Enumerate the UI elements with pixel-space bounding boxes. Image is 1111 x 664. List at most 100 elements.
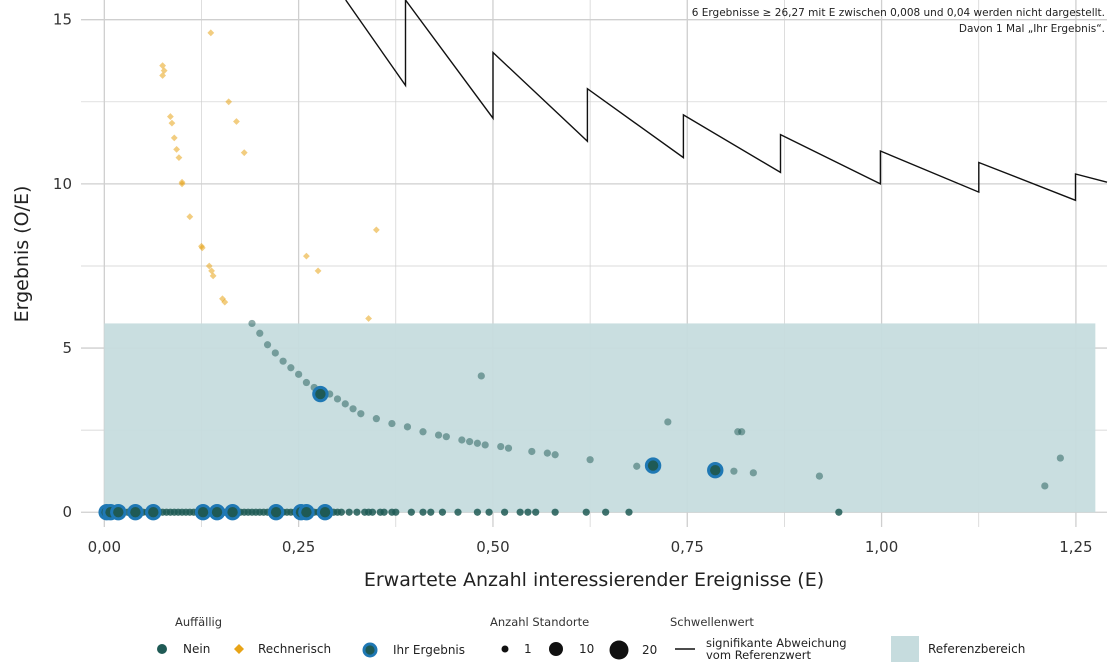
- point-nein: [443, 433, 450, 440]
- dot-icon: [155, 642, 169, 656]
- point-nein: [373, 415, 380, 422]
- point-nein: [478, 372, 485, 379]
- point-nein: [381, 509, 388, 516]
- point-ihr-ergebnis-core: [301, 507, 311, 517]
- x-tick-label: 0,75: [671, 538, 704, 556]
- point-ihr-ergebnis-core: [148, 507, 158, 517]
- point-nein: [295, 371, 302, 378]
- legend-size-10: 10: [547, 640, 594, 658]
- point-nein: [750, 469, 757, 476]
- point-nein: [497, 443, 504, 450]
- point-rechnerisch: [315, 267, 322, 274]
- point-nein: [349, 405, 356, 412]
- point-nein: [474, 509, 481, 516]
- legend-schwellen-line2: vom Referenzwert: [706, 649, 847, 661]
- point-nein: [552, 451, 559, 458]
- point-nein: [338, 509, 345, 516]
- point-nein: [835, 509, 842, 516]
- point-nein: [458, 436, 465, 443]
- point-ihr-ergebnis-core: [227, 507, 237, 517]
- point-nein: [625, 509, 632, 516]
- point-nein: [272, 349, 279, 356]
- x-tick-label: 0,50: [476, 538, 509, 556]
- y-tick-label: 15: [53, 11, 72, 29]
- point-nein: [664, 418, 671, 425]
- point-nein: [279, 358, 286, 365]
- legend-size-10-label: 10: [579, 642, 594, 656]
- line-icon: [674, 642, 696, 656]
- point-nein: [501, 509, 508, 516]
- point-nein: [256, 330, 263, 337]
- point-nein: [583, 509, 590, 516]
- point-nein: [544, 450, 551, 457]
- point-nein: [419, 509, 426, 516]
- x-tick-label: 0,25: [282, 538, 315, 556]
- point-nein: [439, 509, 446, 516]
- y-axis-label: Ergebnis (O/E): [11, 186, 33, 323]
- point-nein: [524, 509, 531, 516]
- diamond-icon: [232, 642, 246, 656]
- point-rechnerisch: [207, 29, 214, 36]
- point-rechnerisch: [365, 315, 372, 322]
- point-rechnerisch: [167, 113, 174, 120]
- point-ihr-ergebnis-core: [648, 460, 658, 470]
- point-ihr-ergebnis-core: [320, 507, 330, 517]
- point-nein: [342, 400, 349, 407]
- x-axis-label: Erwartete Anzahl interessierender Ereign…: [364, 569, 824, 591]
- point-nein: [435, 431, 442, 438]
- legend-item-referenz: Referenzbereich: [891, 636, 1025, 662]
- legend-size-20: 20: [608, 639, 657, 661]
- y-tick-label: 5: [62, 339, 72, 357]
- point-nein: [1057, 454, 1064, 461]
- point-ihr-ergebnis-core: [212, 507, 222, 517]
- point-nein: [357, 410, 364, 417]
- legend-label-referenz: Referenzbereich: [928, 642, 1025, 656]
- point-rechnerisch: [373, 226, 380, 233]
- size-20-icon: [608, 639, 630, 661]
- note-line-1: 6 Ergebnisse ≥ 26,27 mit E zwischen 0,00…: [692, 7, 1105, 19]
- reference-swatch-icon: [891, 636, 919, 662]
- point-nein: [552, 509, 559, 516]
- point-nein: [419, 428, 426, 435]
- point-ihr-ergebnis-core: [198, 507, 208, 517]
- x-tick-label: 0,00: [88, 538, 121, 556]
- point-ihr-ergebnis-core: [710, 465, 720, 475]
- point-nein: [602, 509, 609, 516]
- point-nein: [353, 509, 360, 516]
- point-nein: [427, 509, 434, 516]
- point-nein: [334, 395, 341, 402]
- point-rechnerisch: [233, 118, 240, 125]
- point-nein: [346, 509, 353, 516]
- legend-label-rechnerisch: Rechnerisch: [258, 642, 331, 656]
- point-rechnerisch: [241, 149, 248, 156]
- point-nein: [404, 423, 411, 430]
- point-ihr-ergebnis-core: [271, 507, 281, 517]
- point-rechnerisch: [303, 253, 310, 260]
- legend-item-nein: Nein: [155, 642, 210, 656]
- point-nein: [633, 463, 640, 470]
- legend-size-20-label: 20: [642, 643, 657, 657]
- point-ihr-ergebnis-core: [130, 507, 140, 517]
- point-nein: [1041, 482, 1048, 489]
- point-nein: [734, 428, 741, 435]
- point-rechnerisch: [225, 98, 232, 105]
- point-nein: [466, 438, 473, 445]
- point-ihr-ergebnis-core: [315, 389, 325, 399]
- point-rechnerisch: [186, 213, 193, 220]
- point-nein: [482, 441, 489, 448]
- point-nein: [816, 473, 823, 480]
- legend-item-ihr-ergebnis: Ihr Ergebnis: [361, 641, 465, 659]
- point-nein: [532, 509, 539, 516]
- point-nein: [485, 509, 492, 516]
- legend-title-schwellen: Schwellenwert: [670, 615, 754, 629]
- point-nein: [730, 468, 737, 475]
- legend-size-1-label: 1: [524, 642, 532, 656]
- point-nein: [264, 341, 271, 348]
- point-rechnerisch: [171, 135, 178, 142]
- note-line-2: Davon 1 Mal „Ihr Ergebnis“.: [959, 23, 1105, 35]
- point-nein: [454, 509, 461, 516]
- legend-item-rechnerisch: Rechnerisch: [232, 642, 331, 656]
- point-nein: [369, 509, 376, 516]
- reference-band: [104, 323, 1095, 512]
- chart-svg: 0,00 0,25 0,50 0,75 1,00 1,25051015 Erwartete…: [0, 0, 1111, 600]
